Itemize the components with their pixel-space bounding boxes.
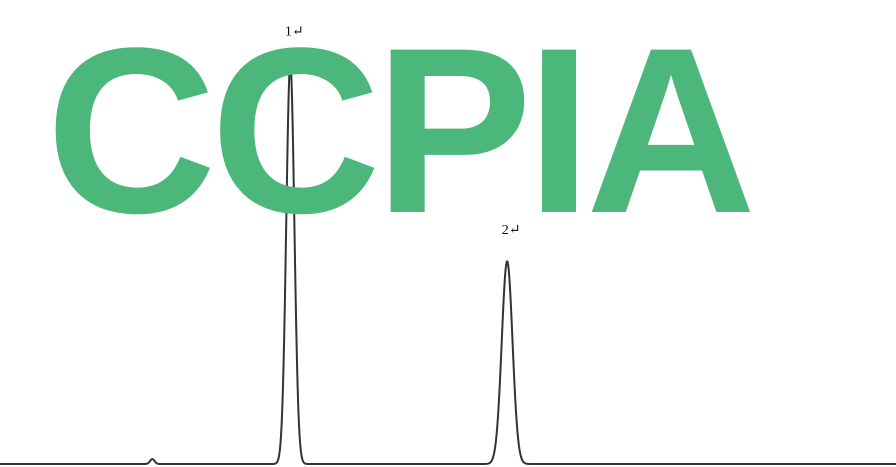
peak-labels: 1↵ 2↵: [285, 24, 521, 238]
ccpia-watermark: CCPIA: [46, 0, 751, 263]
peak-label-1: 1↵: [285, 24, 304, 39]
peak-label-2: 2↵: [502, 223, 521, 238]
chromatogram-trace: [0, 62, 896, 465]
